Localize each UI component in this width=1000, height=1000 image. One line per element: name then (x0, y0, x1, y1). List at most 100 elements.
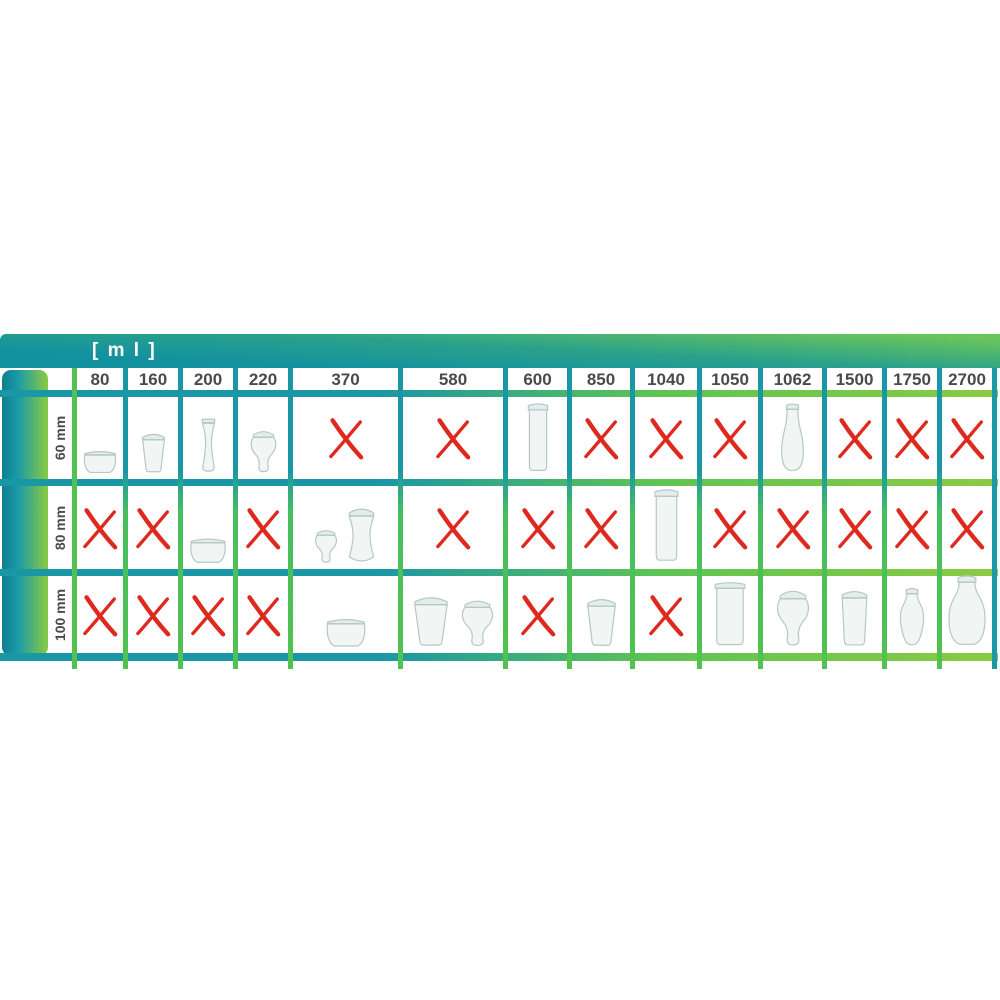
table-cell (702, 486, 758, 569)
table-cell (238, 486, 288, 569)
table-cell (128, 397, 178, 479)
x-icon (83, 507, 118, 550)
column-header-220: 220 (238, 369, 288, 390)
table-cell (403, 486, 503, 569)
row-label-100-mm: 100 mm (48, 576, 72, 653)
row-label-text: 80 mm (52, 505, 69, 550)
table-cell (403, 576, 503, 653)
grid-vline (288, 368, 293, 669)
x-icon (520, 507, 555, 550)
column-header-1062: 1062 (763, 369, 822, 390)
table-cell (887, 397, 937, 479)
row-label-60-mm: 60 mm (48, 397, 72, 479)
x-icon (584, 418, 619, 460)
jar-icon-tulip (311, 527, 341, 564)
table-cell (572, 397, 630, 479)
x-icon (775, 507, 810, 550)
table-cell (887, 486, 937, 569)
unit-header-bar: [ m l ] (0, 334, 1000, 368)
table-cell (763, 486, 822, 569)
x-icon (649, 418, 684, 460)
x-icon (436, 418, 471, 460)
table-cell (702, 397, 758, 479)
grid-vline (822, 368, 827, 669)
x-icon (136, 507, 171, 550)
table-cell (635, 397, 697, 479)
x-icon (950, 418, 985, 460)
table-cell (887, 576, 937, 653)
jar-icon-tulipneck (895, 587, 929, 648)
x-icon (191, 594, 226, 637)
x-icon (328, 418, 363, 460)
x-icon (713, 507, 748, 550)
table-cell (508, 397, 567, 479)
jar-icon-tulip (771, 585, 815, 648)
x-icon (895, 507, 930, 550)
x-icon (436, 507, 471, 550)
jar-icon-cyl (837, 587, 872, 648)
jar-icon-tulip (456, 596, 499, 648)
x-icon (584, 507, 619, 550)
jar-icon-mold (138, 429, 169, 474)
grid-hline (0, 479, 998, 486)
grid-hline (0, 653, 998, 661)
table-cell (942, 397, 992, 479)
column-header-1750: 1750 (887, 369, 937, 390)
column-header-2700: 2700 (942, 369, 992, 390)
jar-icon-mold (582, 593, 621, 648)
grid-vline (697, 368, 702, 669)
jar-icon-tallcyl (710, 581, 750, 648)
column-header-200: 200 (183, 369, 233, 390)
column-header-1040: 1040 (635, 369, 697, 390)
x-icon (713, 418, 748, 460)
column-header-850: 850 (572, 369, 630, 390)
column-header-580: 580 (403, 369, 503, 390)
jar-icon-flat (323, 615, 369, 648)
x-icon (246, 594, 281, 637)
table-cell (238, 576, 288, 653)
column-header-1500: 1500 (827, 369, 882, 390)
column-header-1050: 1050 (702, 369, 758, 390)
table-cell (183, 576, 233, 653)
table-cell (128, 486, 178, 569)
table-cell (763, 397, 822, 479)
column-header-370: 370 (293, 369, 398, 390)
grid-vline (937, 368, 942, 669)
grid-hline (0, 569, 998, 576)
row-label-text: 100 mm (52, 588, 68, 641)
jar-icon-flat (187, 535, 229, 564)
column-header-160: 160 (128, 369, 178, 390)
x-icon (837, 418, 872, 460)
table-cell (572, 576, 630, 653)
grid-vline (72, 368, 77, 669)
x-icon (895, 418, 930, 460)
jar-icon-bottle (777, 403, 808, 474)
table-cell (827, 576, 882, 653)
grid-vline (630, 368, 635, 669)
table-cell (763, 576, 822, 653)
grid-vline (233, 368, 238, 669)
jar-icon-mold (408, 591, 454, 648)
column-header-600: 600 (508, 369, 567, 390)
jar-icon-tulip (246, 427, 281, 474)
jar-icon-waist (343, 504, 380, 564)
table-cell (238, 397, 288, 479)
grid-vline (882, 368, 887, 669)
grid-vline (123, 368, 128, 669)
jar-icon-slim (195, 417, 222, 474)
table-cell (827, 486, 882, 569)
grid-vline (398, 368, 403, 669)
table-cell (942, 486, 992, 569)
grid-hline (0, 390, 998, 397)
table-cell (403, 397, 503, 479)
table-cell (77, 397, 123, 479)
table-cell (293, 576, 398, 653)
table-cell (942, 576, 992, 653)
table-cell (128, 576, 178, 653)
grid-vline (992, 368, 997, 669)
diameter-axis-bar (2, 370, 48, 656)
jar-icon-tallcyl (525, 402, 551, 474)
grid-vline (178, 368, 183, 669)
x-icon (246, 507, 281, 550)
table-cell (77, 576, 123, 653)
